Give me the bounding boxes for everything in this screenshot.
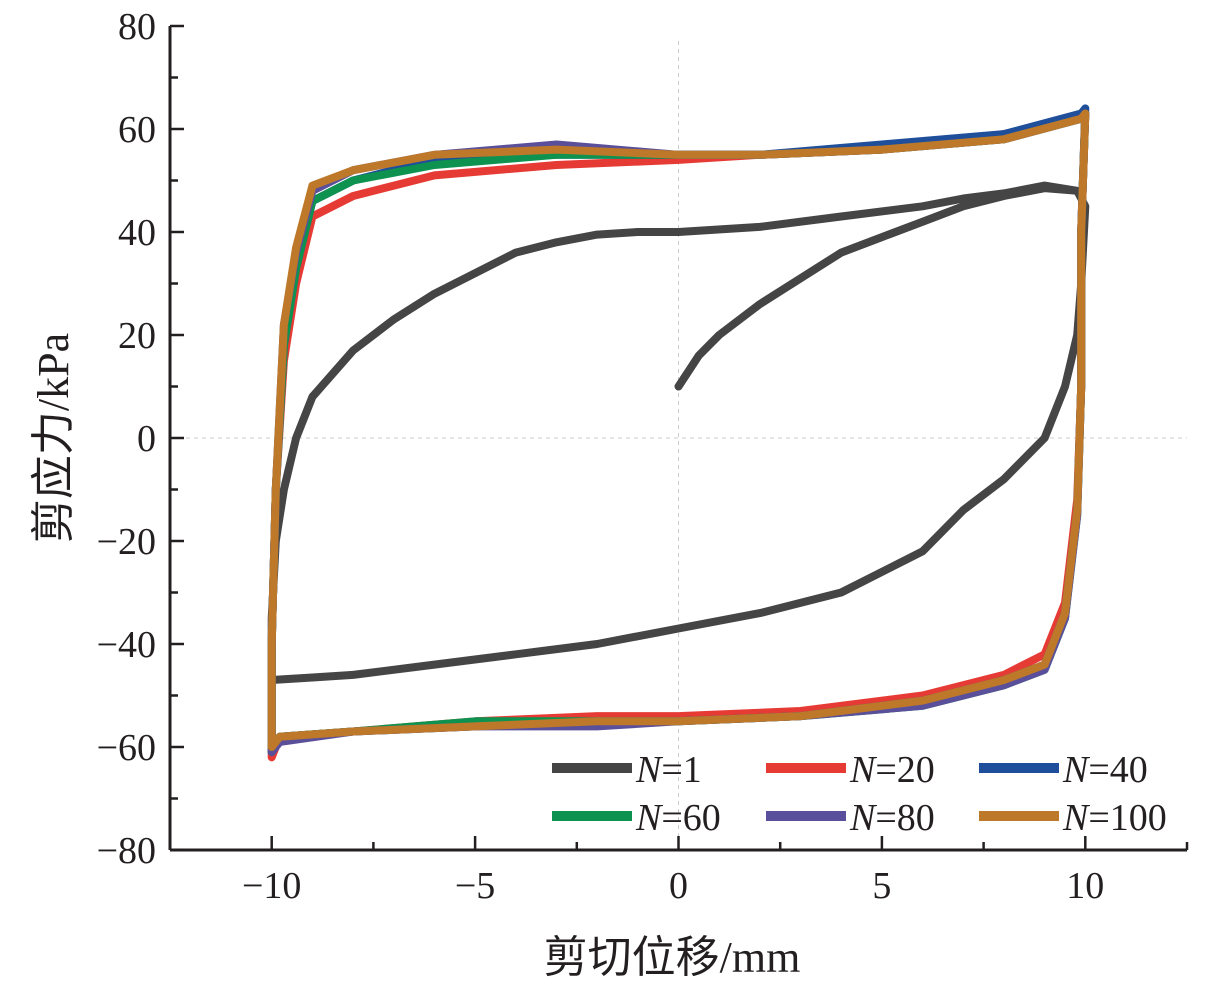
x-tick-label: 5 xyxy=(872,865,891,907)
y-tick-label: 0 xyxy=(137,418,156,460)
y-tick-label: 60 xyxy=(118,109,156,151)
legend-item: N=100 xyxy=(979,797,1167,839)
x-tick-label: −10 xyxy=(242,865,301,907)
y-tick-label: 80 xyxy=(118,6,156,48)
legend-item: N=20 xyxy=(766,749,935,791)
legend-item: N=60 xyxy=(552,797,721,839)
legend-label: N=100 xyxy=(1062,797,1167,839)
legend-item: N=80 xyxy=(766,797,935,839)
y-tick-label: −20 xyxy=(97,521,156,563)
series-line-N=1 xyxy=(267,181,1090,684)
axes: −10 −5 0 5 10 80 60 40 20 0 −20 −40 −60 −80 xyxy=(97,6,1189,907)
legend-item: N=1 xyxy=(552,749,702,791)
x-axis-label: 剪切位移/mm xyxy=(544,933,801,982)
legend: N=1 N=20 N=40 N=60 N=80 N=100 xyxy=(552,749,1167,839)
y-tick-label: 40 xyxy=(118,212,156,254)
y-axis-label: 剪应力/kPa xyxy=(29,333,78,543)
y-tick-label: −40 xyxy=(97,624,156,666)
legend-label: N=60 xyxy=(635,797,721,839)
legend-label: N=40 xyxy=(1062,749,1148,791)
y-tick-label: −80 xyxy=(97,830,156,872)
legend-label: N=80 xyxy=(849,797,935,839)
legend-label: N=20 xyxy=(849,749,935,791)
y-tick-label: −60 xyxy=(97,727,156,769)
legend-label: N=1 xyxy=(635,749,702,791)
series-group xyxy=(267,104,1090,762)
x-tick-label: −5 xyxy=(455,865,495,907)
series-line-N=100 xyxy=(267,109,1090,751)
x-tick-label: 10 xyxy=(1066,865,1104,907)
x-tick-label: 0 xyxy=(669,865,688,907)
legend-item: N=40 xyxy=(979,749,1148,791)
y-tick-label: 20 xyxy=(118,315,156,357)
